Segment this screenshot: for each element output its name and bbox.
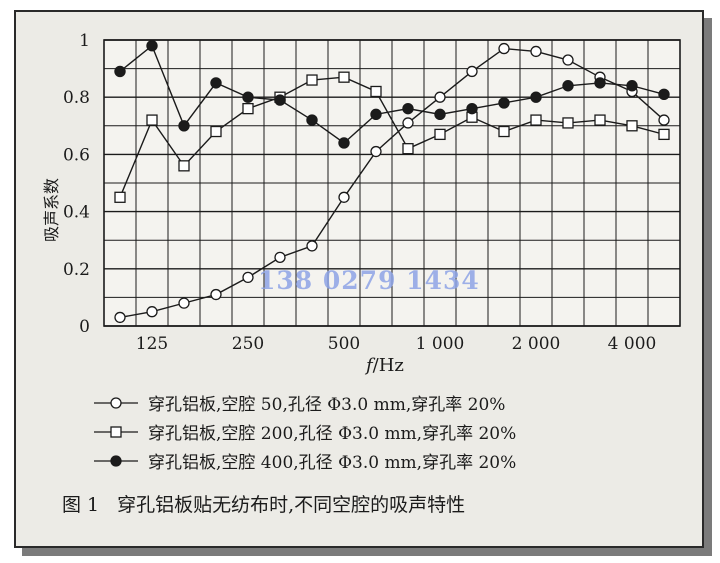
open-circle-marker [114, 311, 126, 324]
caption-number: 图 1 [62, 494, 100, 516]
filled-circle-marker [402, 102, 414, 115]
open-circle-marker [210, 288, 222, 301]
open-circle-marker [562, 54, 574, 66]
y-tick-label: 1 [79, 31, 90, 51]
open-circle-marker [530, 45, 542, 58]
legend-item-cavity-50: 穿孔铝板,空腔 50,孔径 Φ3.0 mm,穿孔率 20% [92, 388, 652, 417]
y-tick-label: 0.6 [63, 145, 90, 165]
open-square-marker [338, 71, 350, 83]
legend-marker-filled-circle [94, 454, 138, 467]
legend: 穿孔铝板,空腔 50,孔径 Φ3.0 mm,穿孔率 20% 穿孔铝板,空腔 20… [92, 388, 652, 475]
open-circle-marker [466, 65, 478, 78]
open-square-marker [370, 85, 382, 98]
x-tick-label: 125 [136, 334, 168, 354]
filled-circle-marker [594, 77, 606, 89]
filled-circle-marker [562, 80, 574, 92]
filled-circle-marker [434, 108, 446, 121]
open-square-marker [658, 128, 670, 141]
x-tick-label: 1 000 [416, 334, 465, 354]
filled-circle-marker [210, 77, 222, 89]
filled-circle-marker [306, 114, 318, 126]
filled-circle-marker [274, 94, 286, 106]
caption-text: 穿孔铝板贴无纺布时,不同空腔的吸声特性 [117, 494, 466, 516]
filled-circle-marker [242, 91, 254, 103]
filled-circle-marker [114, 65, 126, 78]
open-circle-marker [338, 191, 350, 203]
y-axis-label: 吸声系数 [42, 177, 61, 242]
open-square-marker [242, 102, 254, 115]
filled-circle-marker [530, 91, 542, 103]
open-square-marker [594, 114, 606, 126]
open-circle-marker [274, 251, 286, 264]
y-tick-label: 0.2 [63, 260, 90, 280]
open-circle-marker [242, 271, 254, 284]
open-square-marker [562, 117, 574, 129]
watermark-text: 138 0279 1434 [258, 266, 480, 295]
open-square-marker [626, 120, 638, 132]
open-square-marker [210, 125, 222, 138]
open-square-marker [178, 160, 190, 172]
open-square-marker [498, 125, 510, 138]
open-square-marker [306, 74, 318, 86]
open-circle-marker [146, 306, 158, 318]
filled-circle-marker [626, 80, 638, 92]
open-circle-marker [178, 297, 190, 309]
filled-circle-marker [658, 88, 670, 101]
plot-frame [103, 39, 681, 327]
open-circle-marker [402, 117, 414, 129]
filled-circle-marker [370, 108, 382, 121]
open-square-marker [114, 191, 126, 203]
y-tick-label: 0.4 [63, 203, 90, 223]
x-axis-label-symbol: f [366, 355, 373, 376]
legend-label: 穿孔铝板,空腔 400,孔径 Φ3.0 mm,穿孔率 20% [148, 453, 517, 473]
legend-item-cavity-200: 穿孔铝板,空腔 200,孔径 Φ3.0 mm,穿孔率 20% [92, 417, 652, 446]
x-tick-label: 2 000 [512, 334, 561, 354]
x-tick-label: 500 [328, 334, 360, 354]
x-axis-label-unit: /Hz [372, 355, 404, 376]
x-tick-label: 250 [232, 334, 264, 354]
figure-caption: 图 1 穿孔铝板贴无纺布时,不同空腔的吸声特性 [62, 490, 483, 517]
legend-label: 穿孔铝板,空腔 50,孔径 Φ3.0 mm,穿孔率 20% [148, 395, 506, 415]
open-circle-marker [370, 145, 382, 158]
filled-circle-marker [338, 137, 350, 149]
open-circle-marker [498, 42, 510, 55]
open-square-marker [434, 128, 446, 141]
legend-marker-open-square [94, 425, 138, 438]
legend-item-cavity-400: 穿孔铝板,空腔 400,孔径 Φ3.0 mm,穿孔率 20% [92, 446, 652, 475]
filled-circle-marker [146, 40, 158, 52]
legend-label: 穿孔铝板,空腔 200,孔径 Φ3.0 mm,穿孔率 20% [148, 424, 517, 444]
x-tick-label: 4 000 [608, 334, 657, 354]
y-tick-label: 0 [79, 317, 90, 337]
legend-marker-open-circle [94, 396, 138, 409]
filled-circle-marker [498, 97, 510, 109]
open-circle-marker [306, 240, 318, 252]
filled-circle-marker [466, 102, 478, 115]
open-square-marker [530, 114, 542, 126]
open-square-marker [146, 114, 158, 126]
y-tick-label: 0.8 [63, 88, 90, 108]
x-axis-label: f/Hz [366, 355, 404, 376]
open-circle-marker [658, 114, 670, 126]
open-square-marker [402, 143, 414, 155]
open-circle-marker [434, 91, 446, 103]
filled-circle-marker [178, 120, 190, 132]
